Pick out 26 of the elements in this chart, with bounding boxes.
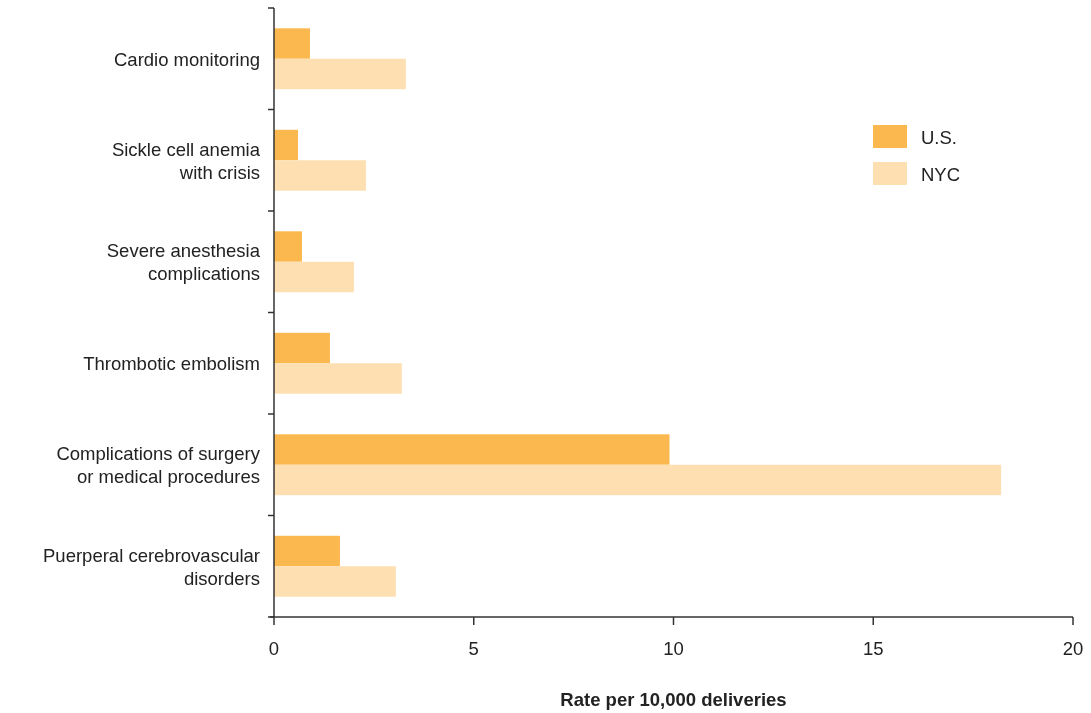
bar [274, 363, 402, 394]
bar [274, 231, 302, 262]
y-tick-label: Complications of surgery or medical procedures [56, 442, 261, 487]
bar [274, 332, 330, 364]
x-tick-label: 10 [663, 638, 684, 659]
y-tick-label: Severe anesthesia complications [106, 239, 261, 284]
bar [274, 566, 396, 597]
bar [274, 434, 670, 465]
bar [274, 464, 1002, 496]
x-tick-label: 15 [862, 638, 884, 659]
y-tick-label: Thrombotic embolism [83, 352, 260, 374]
bar [274, 261, 354, 293]
legend-label: U.S. [921, 126, 957, 148]
bar [274, 28, 310, 59]
y-tick-label: Puerperal cerebrovascular disorders [43, 544, 260, 589]
y-tick-label: Cardio monitoring [113, 48, 260, 70]
bar [274, 535, 340, 567]
x-axis-title: Rate per 10,000 deliveries [560, 689, 787, 710]
legend-label: NYC [921, 163, 961, 185]
y-tick-label: Sickle cell anemia with crisis [111, 138, 261, 183]
bar [274, 160, 366, 191]
bar [274, 129, 298, 161]
x-tick-label: 0 [268, 638, 280, 659]
x-tick-label: 20 [1062, 638, 1084, 659]
bar [274, 58, 406, 90]
x-tick-label: 5 [468, 638, 479, 659]
